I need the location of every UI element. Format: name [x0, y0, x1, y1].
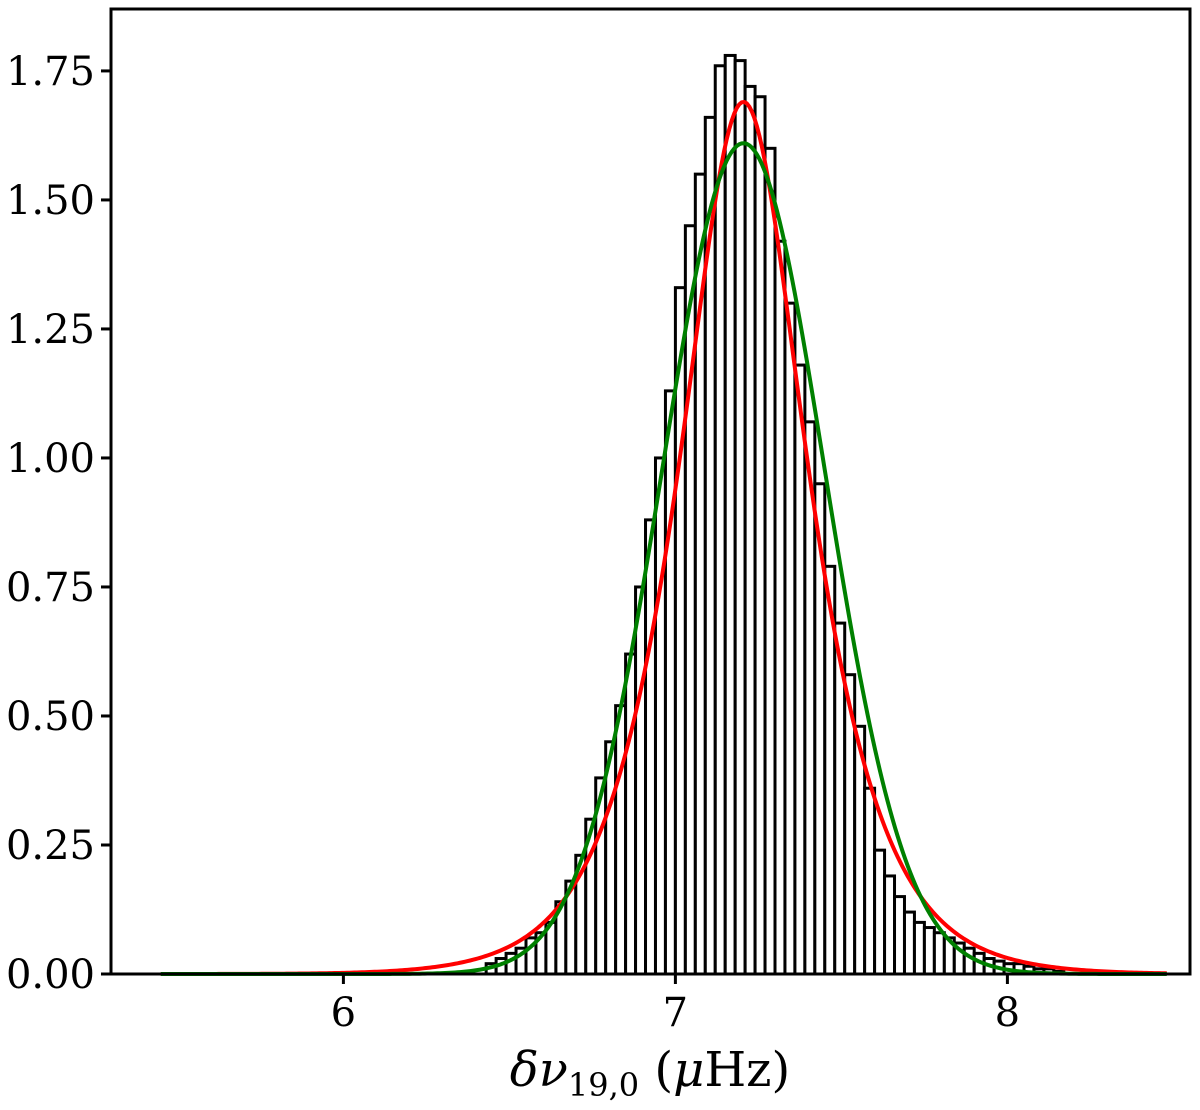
- y-tick-label: 0.00: [6, 952, 95, 998]
- y-tick-label: 0.25: [6, 823, 95, 869]
- plot-frame: [109, 7, 1192, 976]
- x-tick-label: 7: [663, 990, 688, 1036]
- y-tick-label: 1.50: [6, 178, 95, 224]
- x-tick-label: 8: [995, 990, 1020, 1036]
- x-tick-label: 6: [331, 990, 356, 1036]
- y-tick-label: 1.00: [6, 436, 95, 482]
- y-axis-ticks: 0.00 0.25 0.50 0.75 1.00 1.25 1.50 1.75: [6, 49, 111, 998]
- y-tick-label: 1.75: [6, 49, 95, 95]
- x-axis-ticks: 6 7 8: [331, 974, 1020, 1036]
- y-tick-label: 0.50: [6, 694, 95, 740]
- y-tick-label: 0.75: [6, 565, 95, 611]
- x-axis-label: δν19,0 (μHz): [510, 1042, 790, 1104]
- y-tick-label: 1.25: [6, 307, 95, 353]
- histogram-bars: [484, 53, 1066, 976]
